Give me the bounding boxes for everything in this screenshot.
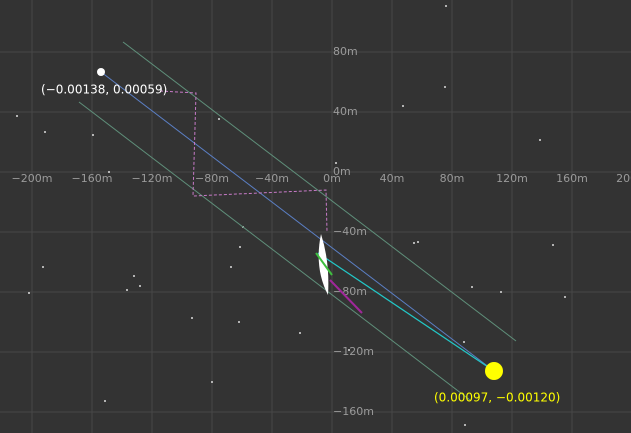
y-axis-label: −80m: [333, 285, 367, 298]
x-axis-label: 200m: [616, 172, 631, 185]
sail: [315, 252, 333, 276]
target-point: [485, 362, 503, 380]
start-coordinates: (−0.00138, 0.00059): [41, 83, 167, 97]
x-axis-label: −40m: [255, 172, 289, 185]
x-axis-label: −120m: [132, 172, 173, 185]
heading-line: [317, 252, 495, 372]
corridor-edge: [122, 41, 517, 342]
y-axis-label: −40m: [333, 225, 367, 238]
x-axis-label: −160m: [72, 172, 113, 185]
route-line: [100, 71, 495, 372]
x-axis-label: 80m: [440, 172, 465, 185]
x-axis-label: −200m: [12, 172, 53, 185]
track: [159, 90, 328, 233]
x-axis-label: 40m: [380, 172, 405, 185]
x-axis-label: −80m: [195, 172, 229, 185]
x-axis-label: 120m: [496, 172, 528, 185]
x-axis-label: 160m: [556, 172, 588, 185]
stars: [16, 5, 566, 426]
y-axis-label: 40m: [333, 105, 358, 118]
start-point: [97, 68, 105, 76]
corridor-edge: [78, 101, 471, 401]
wind-vector: [329, 279, 363, 314]
y-axis-label: 0m: [333, 165, 351, 178]
axis-labels: −200m −160m −120m −80m −40m 0m 40m 80m 120m 160m 2…: [12, 45, 631, 418]
y-axis-label: −120m: [333, 345, 374, 358]
x-axis-label: 0m: [323, 172, 341, 185]
target-coordinates: (0.00097, −0.00120): [434, 391, 560, 405]
y-axis-label: 80m: [333, 45, 358, 58]
y-axis-label: −160m: [333, 405, 374, 418]
